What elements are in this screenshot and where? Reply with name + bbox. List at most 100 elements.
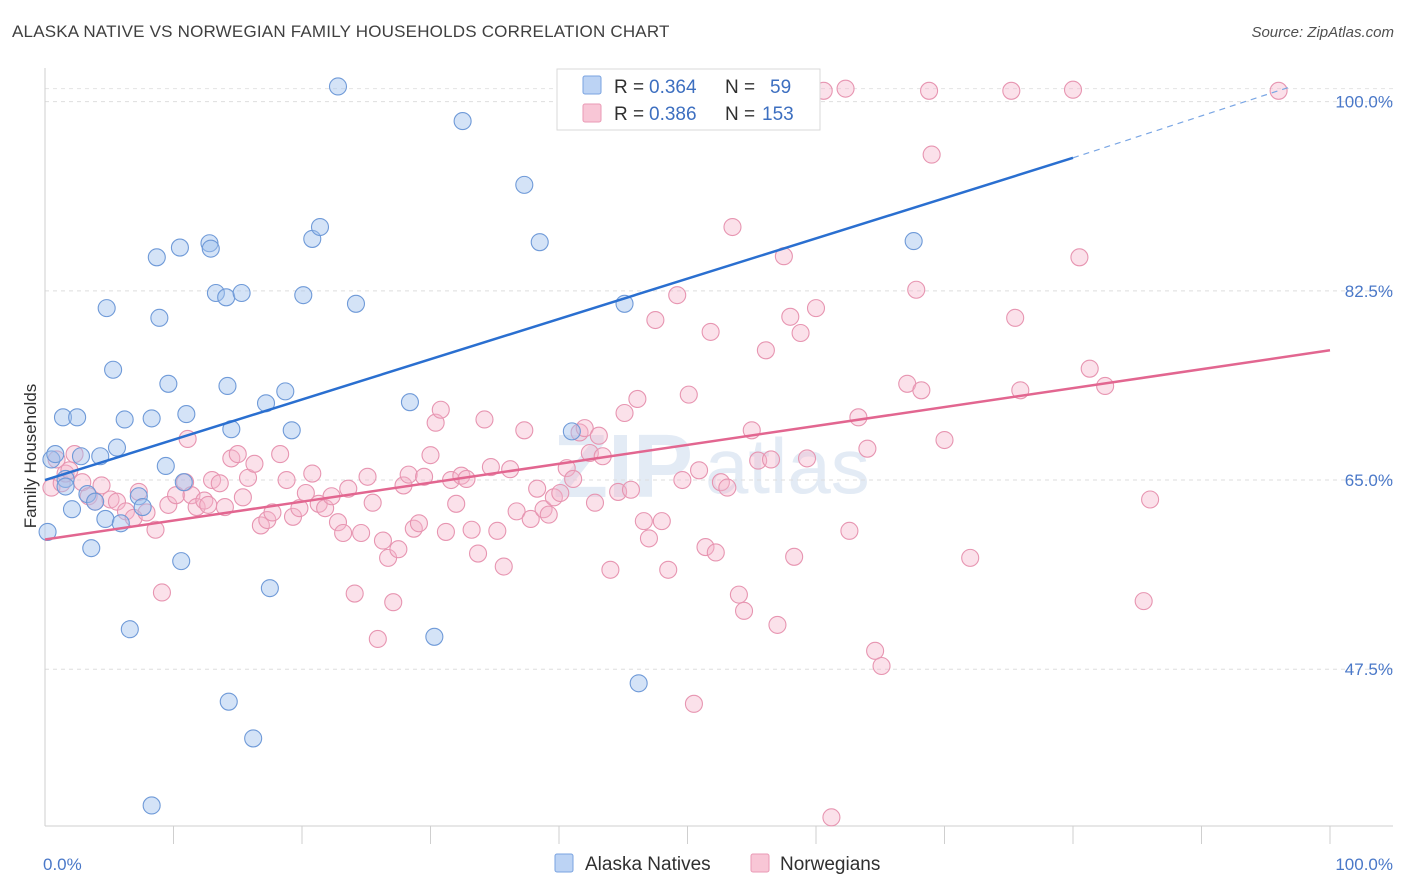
norwegian-point	[690, 461, 709, 480]
norwegian-point	[421, 446, 440, 465]
norwegian-point	[146, 520, 165, 539]
alaska-point	[147, 248, 166, 267]
alaska-point	[68, 408, 87, 427]
legend-r-label-alaska: R =	[614, 77, 644, 98]
legend-n-label-norwegian: N =	[725, 104, 755, 125]
alaska-point	[232, 283, 251, 303]
y-tick-label: 82.5%	[1345, 282, 1393, 301]
alaska-point	[120, 620, 139, 639]
norwegian-point	[245, 454, 264, 473]
bottom-legend-swatch-norwegian	[750, 853, 770, 873]
norwegian-point	[922, 145, 941, 164]
legend-n-value-alaska: 59	[770, 77, 791, 98]
alaska-point	[260, 579, 279, 598]
norwegian-point	[159, 495, 178, 514]
norwegian-point	[373, 531, 393, 550]
alaska-point	[142, 796, 161, 815]
norwegian-point	[639, 529, 659, 548]
norwegian-point	[668, 286, 687, 305]
norwegian-point	[621, 480, 641, 499]
alaska-point	[206, 283, 225, 303]
norwegian-point	[781, 307, 800, 326]
norwegian-point	[907, 280, 926, 299]
alaska-point	[86, 492, 105, 511]
alaska-trend-line	[44, 156, 1074, 482]
norwegian-point	[116, 502, 136, 521]
data-points	[38, 77, 1288, 827]
alaska-point	[82, 539, 101, 558]
norwegian-point	[652, 512, 671, 531]
norwegian-point	[521, 509, 540, 529]
chart-title: ALASKA NATIVE VS NORWEGIAN FAMILY HOUSEH…	[12, 22, 670, 41]
norwegian-point	[723, 217, 742, 237]
alaska-point	[107, 438, 127, 457]
norwegian-point	[187, 498, 206, 517]
source-label: Source: ZipAtlas.com	[1251, 24, 1394, 41]
norwegian-point	[701, 322, 720, 341]
alaska-point	[904, 232, 923, 251]
stats-legend: R = 0.364 N = 59 R = 0.386 N = 153	[556, 68, 821, 131]
alaska-point	[78, 485, 97, 504]
norwegian-point	[488, 521, 507, 540]
norwegian-point	[551, 483, 570, 503]
norwegian-point	[271, 445, 290, 464]
norwegian-point	[334, 523, 353, 543]
norwegian-point	[749, 451, 768, 470]
norwegian-point	[791, 323, 810, 343]
norwegian-trend-line	[44, 349, 1331, 541]
y-tick-label: 100.0%	[1335, 93, 1393, 112]
norwegian-point	[494, 557, 513, 576]
alaska-point	[425, 627, 444, 646]
norwegian-point	[462, 520, 481, 539]
norwegian-point	[1269, 81, 1288, 100]
legend-r-value-norwegian: 0.386	[649, 104, 697, 125]
norwegian-point	[840, 521, 859, 540]
norwegian-point	[328, 513, 348, 532]
gridlines	[45, 88, 1393, 670]
alaska-point	[56, 477, 75, 496]
norwegian-point	[447, 494, 466, 513]
alaska-point	[115, 410, 134, 429]
alaska-point	[170, 238, 189, 257]
norwegian-point	[415, 467, 434, 486]
x-tick-label-min: 0.0%	[43, 855, 82, 874]
alaska-point	[71, 447, 91, 466]
alaska-point	[133, 498, 152, 517]
legend-n-value-norwegian: 153	[762, 104, 794, 125]
legend-swatch-norwegian	[582, 103, 602, 123]
norwegian-point	[659, 560, 678, 579]
axes	[44, 68, 1393, 844]
y-axis-label: Family Households	[21, 384, 40, 529]
norwegian-point	[363, 493, 382, 512]
alaska-point	[38, 522, 57, 541]
alaska-point	[276, 382, 295, 401]
norwegian-point	[696, 538, 715, 557]
alaska-point	[244, 729, 263, 748]
norwegian-point	[684, 694, 703, 713]
alaska-point	[515, 175, 534, 194]
watermark-zip: ZIP	[553, 417, 693, 517]
norwegian-point	[589, 426, 608, 445]
norwegian-point	[129, 482, 148, 501]
norwegian-point	[409, 514, 428, 533]
norwegian-point	[316, 499, 335, 518]
norwegian-point	[961, 548, 980, 567]
bottom-legend-label-norwegian: Norwegians	[780, 854, 880, 875]
alaska-point	[562, 422, 581, 441]
norwegian-point	[277, 470, 296, 490]
norwegian-point	[199, 495, 218, 514]
alaska-point	[129, 487, 148, 506]
alaska-trend-extension	[1072, 85, 1292, 159]
norwegian-point	[866, 641, 885, 660]
alaska-point	[453, 112, 472, 131]
norwegian-point	[718, 478, 737, 497]
norwegian-point	[849, 408, 868, 427]
norwegian-point	[303, 464, 322, 483]
alaska-point	[172, 552, 191, 571]
alaska-point	[96, 509, 115, 529]
norwegian-point	[468, 544, 488, 563]
bottom-legend-swatch-alaska	[554, 853, 574, 873]
norwegian-point	[756, 341, 775, 360]
norwegian-point	[399, 465, 418, 484]
